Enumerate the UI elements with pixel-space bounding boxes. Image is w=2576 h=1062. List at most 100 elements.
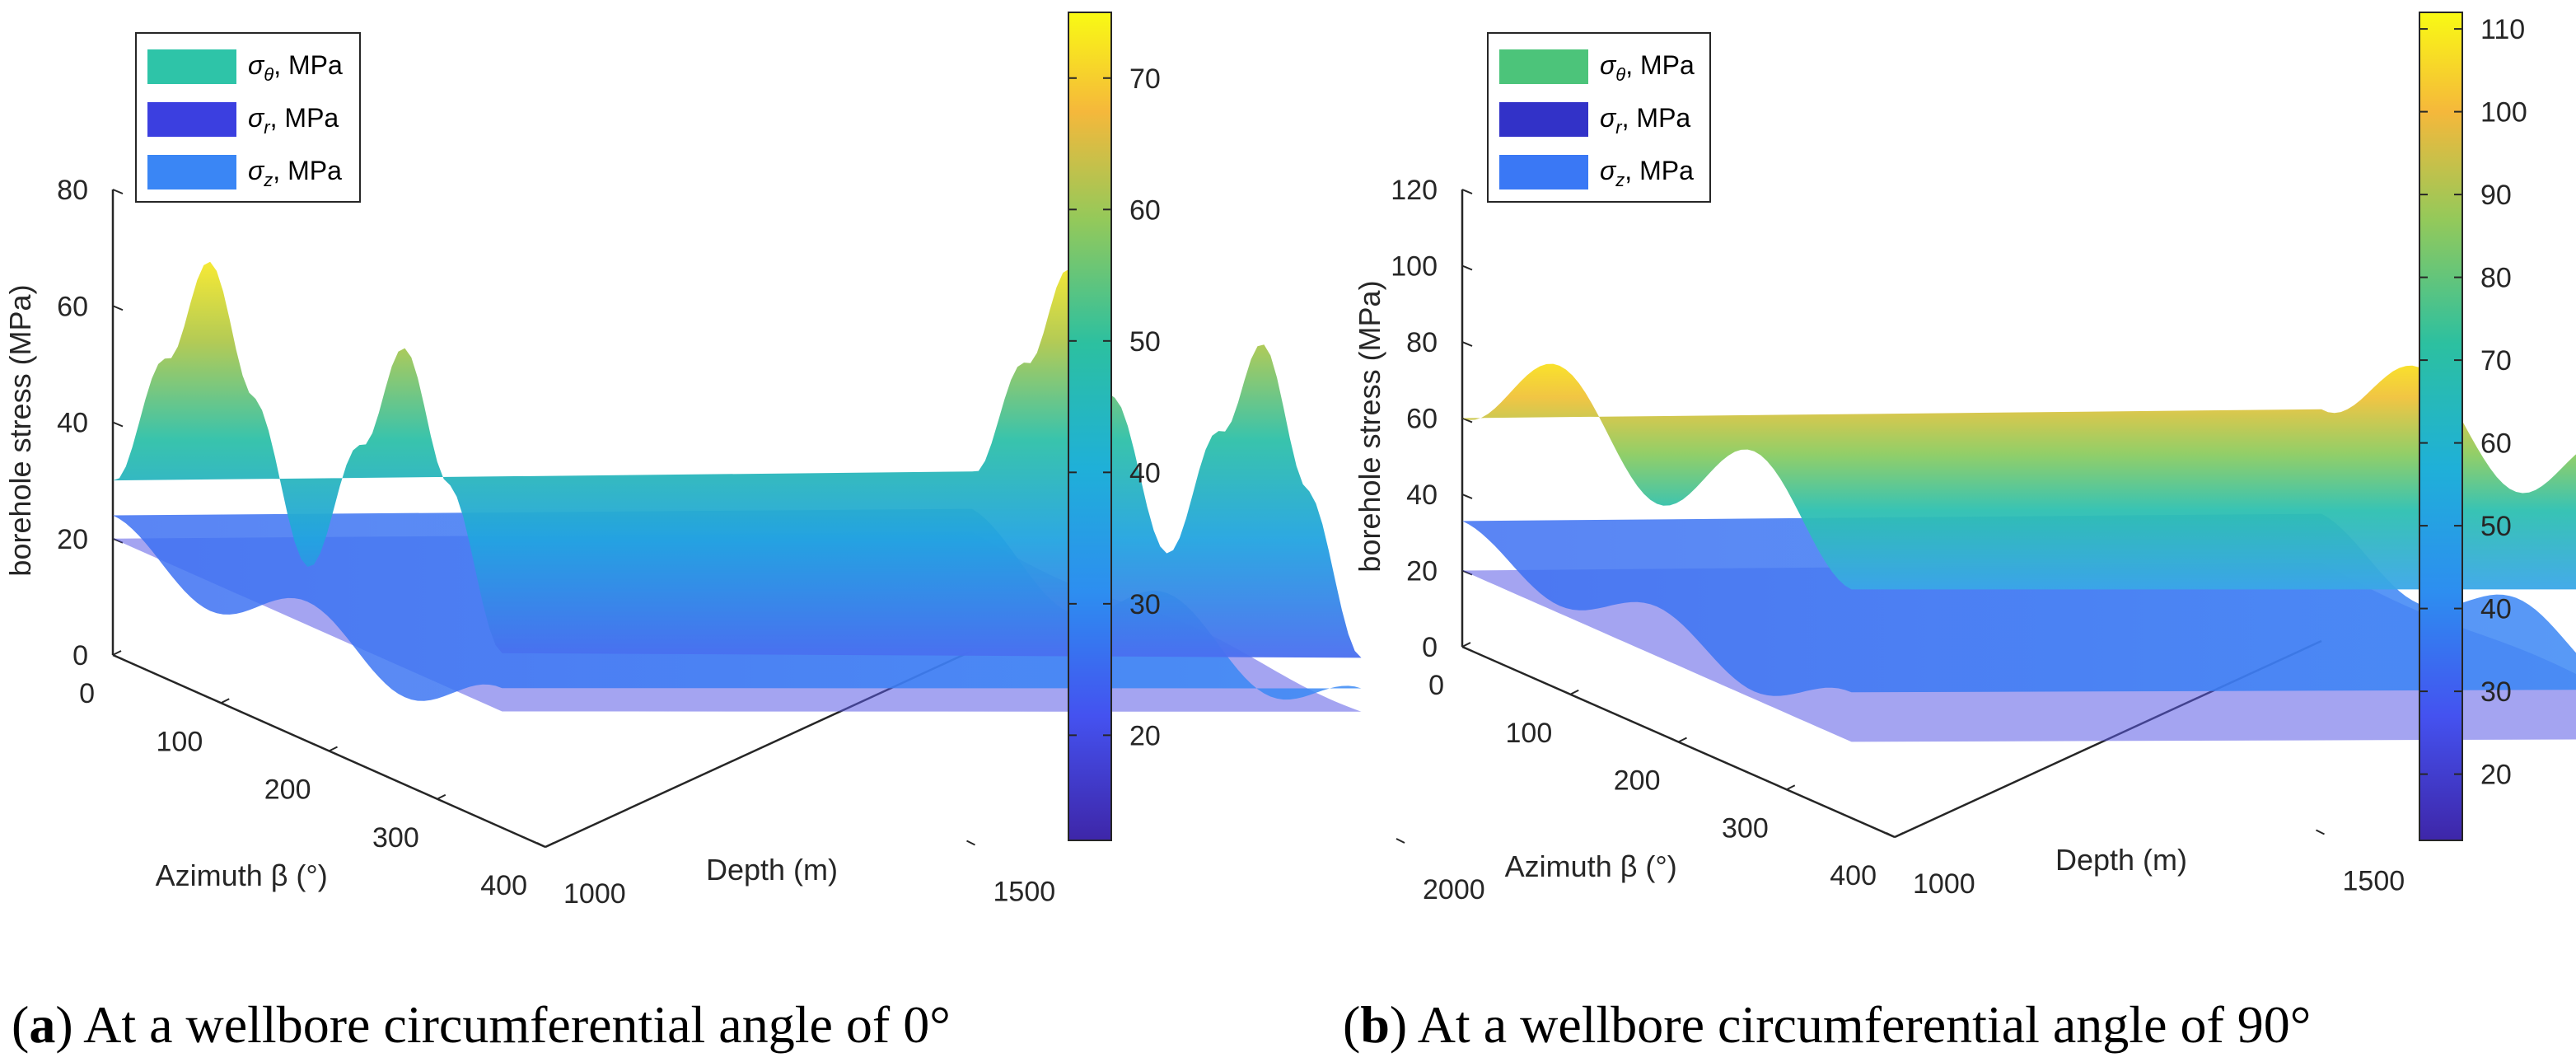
y-tick <box>536 842 546 848</box>
z-tick <box>112 421 124 428</box>
y-tick <box>1886 832 1896 838</box>
legend-swatch <box>147 155 236 189</box>
sigma-theta-surface <box>1462 363 2576 590</box>
colorbar-tick-label: 110 <box>2480 14 2525 45</box>
z-tick <box>1461 341 1473 347</box>
x-tick <box>1786 784 1796 791</box>
series <box>1462 363 2576 742</box>
z-tick-label: 120 <box>1391 175 1438 206</box>
legend-swatch <box>147 49 236 84</box>
legend-entry: σr, MPa <box>1600 103 1690 138</box>
legend-entry: σθ, MPa <box>1600 50 1695 85</box>
x-tick-label: 200 <box>264 774 311 806</box>
z-tick-label: 60 <box>1406 404 1438 435</box>
sigma-theta-surface <box>113 261 1362 658</box>
y-tick-label: 1500 <box>2343 866 2405 897</box>
x-tick-label: 100 <box>157 726 203 757</box>
z-axis-label: borehole stress (MPa) <box>1353 280 1386 572</box>
colorbar-tick-label: 50 <box>2480 511 2512 542</box>
z-tick <box>1461 189 1473 194</box>
x-tick-label: 0 <box>79 678 95 709</box>
colorbar: 20 30 40 50 60 70 80 90 100 110 <box>2419 12 2527 841</box>
z-tick <box>1461 646 1473 652</box>
x-tick-label: 100 <box>1506 718 1553 749</box>
series <box>113 261 1362 712</box>
y-tick <box>2316 829 2325 835</box>
colorbar-tick-label: 60 <box>2480 428 2512 460</box>
z-tick <box>112 189 124 194</box>
z-tick-label: 40 <box>57 408 88 439</box>
x-tick <box>329 746 338 752</box>
z-tick-label: 0 <box>1422 632 1438 663</box>
x-tick-label: 300 <box>372 822 419 854</box>
z-tick-label: 0 <box>72 640 88 671</box>
z-tick-label: 80 <box>57 175 88 206</box>
legend-entry: σr, MPa <box>248 103 339 138</box>
z-tick <box>1461 264 1473 271</box>
z-tick-label: 20 <box>57 524 88 555</box>
legend-entry: σz, MPa <box>1600 156 1694 190</box>
y-axis-label: Depth (m) <box>2055 843 2187 877</box>
y-tick-label: 1500 <box>993 877 1056 908</box>
colorbar-tick-label: 40 <box>1129 457 1161 489</box>
y-tick-label: 1000 <box>563 878 626 910</box>
x-axis-label: Azimuth β (°) <box>156 858 328 892</box>
x-tick-label: 200 <box>1614 765 1661 797</box>
colorbar-tick-label: 60 <box>1129 194 1161 226</box>
colorbar-tick-label: 30 <box>1129 589 1161 620</box>
x-tick <box>112 650 122 656</box>
y-axis-label: Depth (m) <box>706 853 838 887</box>
z-tick-label: 100 <box>1391 251 1438 283</box>
legend-swatch <box>1499 102 1588 137</box>
panel-b: 0 100 200 300 400 1000 1500 2000 0 20 40 60 80 100 120… <box>1343 12 2576 1054</box>
z-tick-label: 40 <box>1406 480 1438 511</box>
colorbar-tick-label: 20 <box>1129 720 1161 751</box>
x-tick-label: 400 <box>480 870 527 901</box>
z-tick <box>1461 417 1473 423</box>
x-tick <box>1569 689 1579 695</box>
x-tick <box>220 698 230 704</box>
x-axis-label: Azimuth β (°) <box>1505 849 1677 883</box>
legend-entry: σz, MPa <box>248 156 342 190</box>
z-tick-label: 80 <box>1406 327 1438 358</box>
colorbar-tick-label: 30 <box>2480 676 2512 708</box>
colorbar-tick-label: 90 <box>2480 180 2512 211</box>
legend-swatch <box>147 102 236 137</box>
z-tick-label: 60 <box>57 291 88 322</box>
colorbar: 20 30 40 50 60 70 <box>1068 12 1161 841</box>
colorbar-tick-label: 100 <box>2480 97 2527 129</box>
x-tick <box>437 793 446 800</box>
z-tick-label: 20 <box>1406 556 1438 587</box>
colorbar-gradient <box>1068 12 1112 841</box>
legend-swatch <box>1499 155 1588 189</box>
x-tick <box>545 842 554 848</box>
colorbar-tick-label: 70 <box>1129 63 1161 95</box>
legend: σθ, MPa σr, MPa σz, MPa <box>135 32 361 203</box>
legend: σθ, MPa σr, MPa σz, MPa <box>1487 32 1711 203</box>
colorbar-gradient <box>2419 12 2463 841</box>
y-tick <box>1396 838 1405 844</box>
axes: 0100200300400100015002000020406080100120… <box>1353 175 2405 900</box>
colorbar-tick-label: 20 <box>2480 760 2512 791</box>
x-tick-label: 400 <box>1830 860 1877 891</box>
y-tick-label: 2000 <box>1423 874 1485 905</box>
y-tick-label: 1000 <box>1913 868 1975 900</box>
x-tick <box>1894 832 1904 838</box>
z-axis-label: borehole stress (MPa) <box>3 284 37 576</box>
colorbar-tick-label: 40 <box>2480 594 2512 625</box>
caption: (b) At a wellbore circumferential angle … <box>1343 995 2311 1054</box>
y-tick <box>966 840 975 846</box>
x-tick <box>1461 642 1471 648</box>
z-tick <box>1461 494 1473 499</box>
x-tick-label: 0 <box>1428 670 1444 701</box>
colorbar-tick-label: 80 <box>2480 263 2512 294</box>
legend-entry: σθ, MPa <box>248 50 343 85</box>
z-tick <box>112 654 124 660</box>
x-tick-label: 300 <box>1722 812 1769 844</box>
z-tick <box>112 305 124 311</box>
colorbar-tick-label: 70 <box>2480 345 2512 377</box>
x-tick <box>1678 737 1687 743</box>
